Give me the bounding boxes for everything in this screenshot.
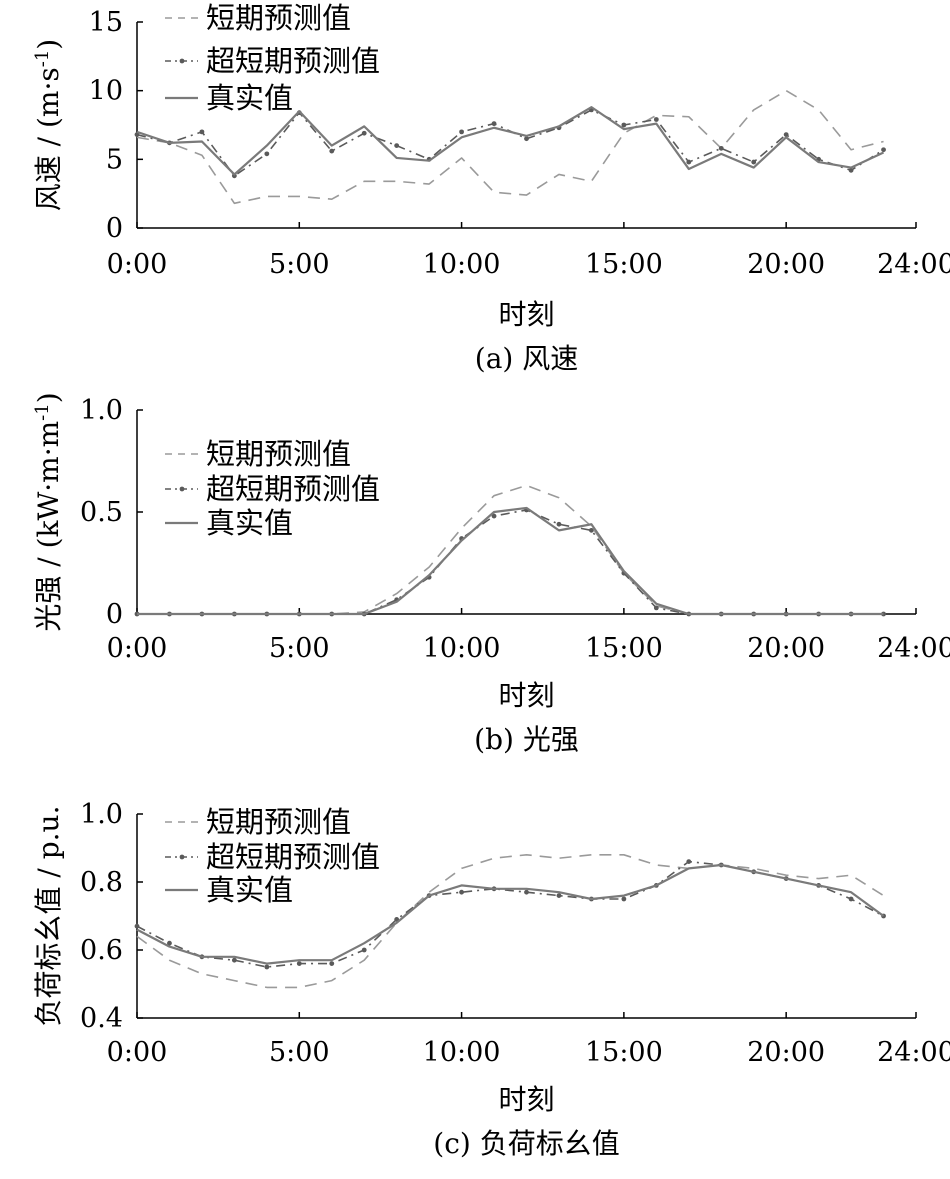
data-point	[231, 957, 237, 963]
x-tick-label: 0:00	[107, 1037, 168, 1068]
data-point	[556, 893, 562, 898]
data-point	[459, 889, 464, 895]
data-point	[459, 129, 464, 135]
x-tick-label: 20:00	[747, 633, 825, 664]
data-point	[361, 947, 367, 953]
y-tick-label: 1.0	[80, 799, 123, 830]
x-axis-label: 时刻	[498, 679, 554, 712]
y-tick-label: 0.4	[80, 1003, 123, 1034]
legend-marker	[179, 486, 185, 492]
x-tick-label: 20:00	[747, 249, 825, 280]
data-point	[329, 961, 335, 966]
x-tick-label: 20:00	[747, 1037, 825, 1068]
x-tick-label: 10:00	[423, 633, 501, 664]
x-axis-label: 时刻	[498, 298, 554, 331]
data-point	[556, 521, 562, 527]
data-point	[621, 896, 627, 902]
data-point	[524, 136, 529, 142]
legend-label: 短期预测值	[206, 1, 351, 35]
data-point	[686, 859, 692, 864]
data-point	[589, 527, 594, 533]
data-point	[134, 923, 140, 929]
chart-panel-light-intensity: 0 0.5 1.0 0:00 5:00 10:00 15:00 20:00 24:00 时刻 (b)…	[0, 390, 950, 785]
legend-label: 超短期预测值	[206, 840, 380, 874]
legend-label: 超短期预测值	[206, 44, 380, 78]
x-tick-label: 0:00	[107, 633, 168, 664]
data-point	[361, 130, 367, 136]
chart-panel-wind-speed: 0 5 10 15 0:00 5:00 10:00 15:00 20:00 24:00 时刻 (a) …	[0, 0, 950, 390]
data-point	[783, 132, 789, 138]
data-point	[751, 159, 757, 165]
legend-label: 真实值	[206, 506, 293, 540]
chart-panel-load: 0.4 0.6 0.8 1.0 0:00 5:00 10:00 15:00 20:00 24:00…	[0, 785, 950, 1179]
series-line-solid	[137, 506, 884, 616]
x-axis-label: 时刻	[498, 1083, 554, 1116]
y-tick-label: 0.8	[80, 867, 123, 898]
data-point	[491, 121, 497, 127]
x-tick-label: 15:00	[585, 1037, 663, 1068]
wind-speed-chart: 0 5 10 15 0:00 5:00 10:00 15:00 20:00 24:00 时刻 (a) …	[32, 1, 950, 375]
data-point	[199, 129, 205, 135]
series-line-dash	[136, 89, 884, 205]
light-intensity-chart: 0 0.5 1.0 0:00 5:00 10:00 15:00 20:00 24:00 时刻 (b)…	[32, 392, 950, 756]
data-point	[718, 145, 724, 151]
x-tick-label: 10:00	[423, 1037, 501, 1068]
x-tick-label: 5:00	[269, 633, 330, 664]
data-point	[264, 964, 270, 970]
y-tick-label: 0.5	[80, 497, 123, 528]
y-tick-label: 5	[106, 144, 123, 175]
y-axis-label: 负荷标幺值 / p.u.	[32, 806, 65, 1027]
data-point	[167, 940, 172, 946]
x-tick-label: 24:00	[877, 633, 950, 664]
y-axis-label: 风速 / (m·s-1)	[32, 39, 65, 211]
y-tick-label: 0.6	[80, 935, 123, 966]
y-tick-label: 15	[89, 7, 123, 38]
data-point	[264, 151, 270, 157]
legend-label: 短期预测值	[206, 437, 351, 471]
series-line-dash	[136, 854, 884, 989]
legend-label: 超短期预测值	[206, 472, 380, 506]
data-point	[524, 889, 529, 895]
x-tick-label: 5:00	[269, 249, 330, 280]
y-axis-label: 光强 / (kW·m·m-1)	[32, 392, 65, 631]
data-point	[848, 896, 854, 902]
figure-caption: (b) 光强	[474, 723, 579, 756]
y-tick-label: 0	[106, 213, 123, 244]
y-tick-label: 10	[89, 76, 123, 107]
legend-label: 真实值	[206, 873, 293, 907]
x-tick-label: 0:00	[107, 249, 168, 280]
data-point	[881, 147, 886, 153]
data-point	[296, 961, 302, 966]
data-point	[653, 117, 659, 122]
legend-label: 真实值	[206, 81, 293, 115]
data-point	[653, 605, 659, 611]
series-line-solid	[136, 863, 885, 965]
data-point	[329, 148, 335, 154]
x-tick-label: 5:00	[269, 1037, 330, 1068]
data-point	[621, 122, 627, 128]
series-line-solid	[136, 106, 885, 176]
x-tick-label: 15:00	[585, 249, 663, 280]
legend-marker	[179, 854, 185, 860]
x-tick-label: 10:00	[423, 249, 501, 280]
figure-caption: (c) 负荷标幺值	[433, 1127, 619, 1160]
data-point	[394, 143, 400, 149]
x-tick-label: 24:00	[877, 249, 950, 280]
figure-caption: (a) 风速	[475, 342, 578, 375]
legend-marker	[179, 58, 185, 64]
x-tick-label: 24:00	[877, 1037, 950, 1068]
legend-label: 短期预测值	[206, 805, 351, 839]
y-tick-label: 0	[106, 599, 123, 630]
x-tick-label: 15:00	[585, 633, 663, 664]
data-point	[848, 167, 854, 173]
data-point	[491, 513, 497, 519]
load-chart: 0.4 0.6 0.8 1.0 0:00 5:00 10:00 15:00 20:00 24:00…	[32, 799, 950, 1160]
data-point	[686, 159, 692, 165]
y-tick-label: 1.0	[80, 395, 123, 426]
series-line-dashdot	[136, 109, 884, 177]
